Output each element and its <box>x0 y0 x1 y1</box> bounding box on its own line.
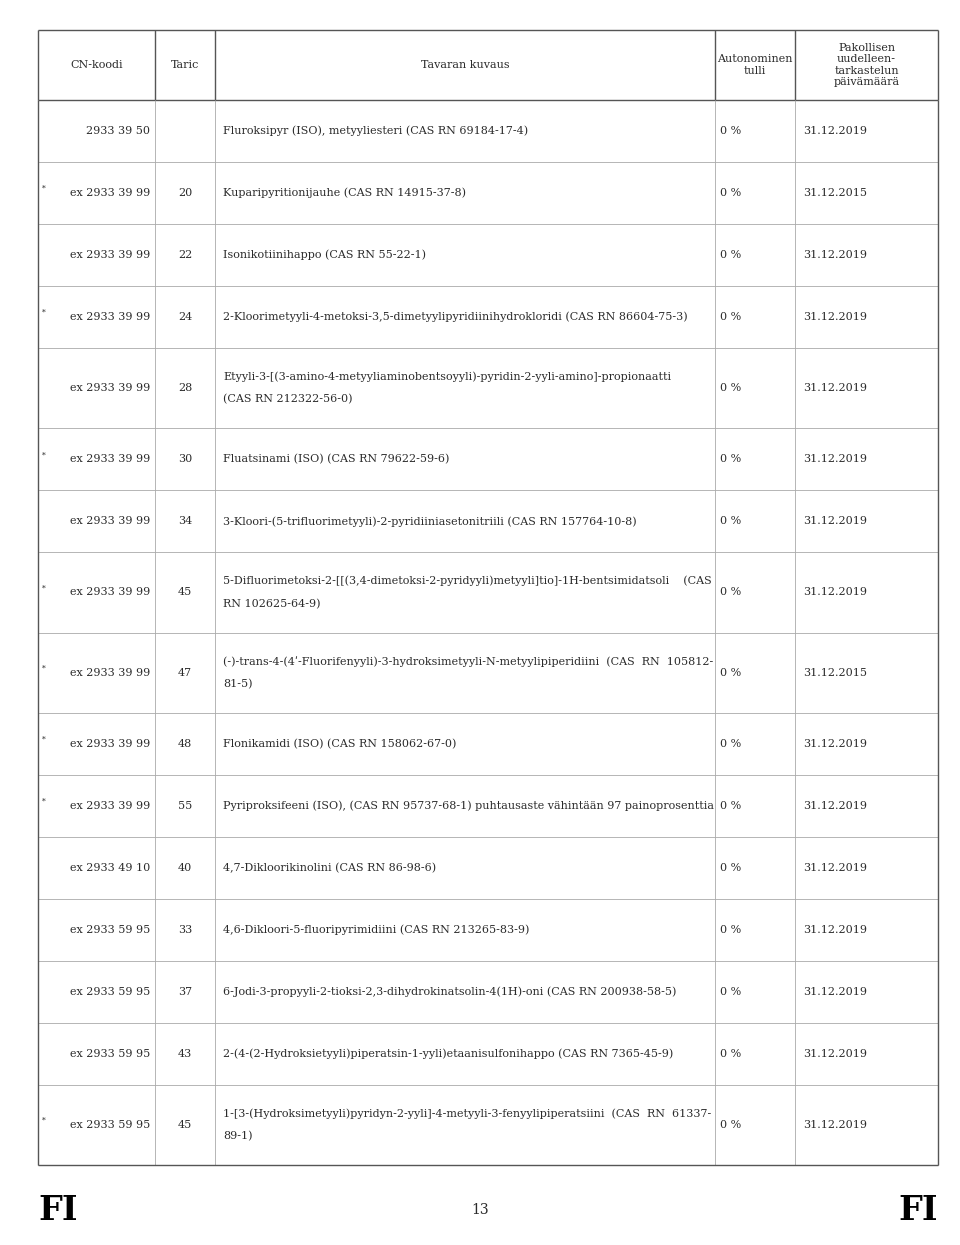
Text: 40: 40 <box>178 863 192 873</box>
Text: 48: 48 <box>178 738 192 748</box>
Text: (-)-trans-4-(4ʹ-Fluorifenyyli)-3-hydroksimetyyli-N-metyylipiperidiini  (CAS  RN : (-)-trans-4-(4ʹ-Fluorifenyyli)-3-hydroks… <box>223 656 713 667</box>
Text: Flonikamidi (ISO) (CAS RN 158062-67-0): Flonikamidi (ISO) (CAS RN 158062-67-0) <box>223 738 456 748</box>
Text: Autonominen
tulli: Autonominen tulli <box>717 55 793 76</box>
Text: 20: 20 <box>178 188 192 198</box>
Text: 0 %: 0 % <box>720 925 741 935</box>
Text: 31.12.2015: 31.12.2015 <box>803 188 867 198</box>
Text: ex 2933 59 95: ex 2933 59 95 <box>70 925 150 935</box>
Text: 43: 43 <box>178 1048 192 1058</box>
Text: 31.12.2019: 31.12.2019 <box>803 250 867 260</box>
Text: ex 2933 39 99: ex 2933 39 99 <box>70 312 150 322</box>
Text: 0 %: 0 % <box>720 801 741 810</box>
Text: ex 2933 39 99: ex 2933 39 99 <box>70 588 150 598</box>
Text: 31.12.2019: 31.12.2019 <box>803 126 867 136</box>
Text: 5-Difluorimetoksi-2-[[(3,4-dimetoksi-2-pyridyyli)metyyli]tio]-1H-bentsimidatsoli: 5-Difluorimetoksi-2-[[(3,4-dimetoksi-2-p… <box>223 576 711 586</box>
Text: *: * <box>42 736 46 743</box>
Text: *: * <box>42 665 46 672</box>
Text: 28: 28 <box>178 383 192 393</box>
Text: ex 2933 39 99: ex 2933 39 99 <box>70 250 150 260</box>
Text: 47: 47 <box>178 667 192 677</box>
Text: 31.12.2019: 31.12.2019 <box>803 454 867 464</box>
Text: 4,7-Dikloorikinolini (CAS RN 86-98-6): 4,7-Dikloorikinolini (CAS RN 86-98-6) <box>223 863 436 873</box>
Text: Pakollisen
uudelleen-
tarkastelun
päivämäärä: Pakollisen uudelleen- tarkastelun päiväm… <box>833 42 900 87</box>
Text: 3-Kloori-(5-trifluorimetyyli)-2-pyridiiniasetonitriili (CAS RN 157764-10-8): 3-Kloori-(5-trifluorimetyyli)-2-pyridiin… <box>223 515 636 527</box>
Text: ex 2933 59 95: ex 2933 59 95 <box>70 1120 150 1130</box>
Text: *: * <box>42 186 46 193</box>
Text: CN-koodi: CN-koodi <box>70 60 123 70</box>
Text: ex 2933 39 99: ex 2933 39 99 <box>70 383 150 393</box>
Text: 31.12.2019: 31.12.2019 <box>803 863 867 873</box>
Text: 2933 39 50: 2933 39 50 <box>86 126 150 136</box>
Text: (CAS RN 212322-56-0): (CAS RN 212322-56-0) <box>223 395 352 405</box>
Text: Fluroksipyr (ISO), metyyliesteri (CAS RN 69184-17-4): Fluroksipyr (ISO), metyyliesteri (CAS RN… <box>223 126 528 136</box>
Text: 89-1): 89-1) <box>223 1130 252 1142</box>
Text: 0 %: 0 % <box>720 250 741 260</box>
Text: 2-Kloorimetyyli-4-metoksi-3,5-dimetyylipyridiinihydrokloridi (CAS RN 86604-75-3): 2-Kloorimetyyli-4-metoksi-3,5-dimetyylip… <box>223 311 687 322</box>
Text: 31.12.2019: 31.12.2019 <box>803 1048 867 1058</box>
Text: 31.12.2019: 31.12.2019 <box>803 987 867 997</box>
Text: ex 2933 39 99: ex 2933 39 99 <box>70 801 150 810</box>
Text: Isonikotiinihappo (CAS RN 55-22-1): Isonikotiinihappo (CAS RN 55-22-1) <box>223 250 426 260</box>
Text: 1-[3-(Hydroksimetyyli)pyridyn-2-yyli]-4-metyyli-3-fenyylipiperatsiini  (CAS  RN : 1-[3-(Hydroksimetyyli)pyridyn-2-yyli]-4-… <box>223 1108 711 1119</box>
Text: ex 2933 39 99: ex 2933 39 99 <box>70 667 150 677</box>
Text: 31.12.2019: 31.12.2019 <box>803 925 867 935</box>
Text: 45: 45 <box>178 588 192 598</box>
Text: ex 2933 39 99: ex 2933 39 99 <box>70 738 150 748</box>
Text: 31.12.2019: 31.12.2019 <box>803 738 867 748</box>
Text: 0 %: 0 % <box>720 126 741 136</box>
Text: 0 %: 0 % <box>720 667 741 677</box>
Text: 81-5): 81-5) <box>223 679 252 688</box>
Text: *: * <box>42 584 46 593</box>
Text: 13: 13 <box>471 1203 489 1218</box>
Text: Taric: Taric <box>171 60 199 70</box>
Text: 0 %: 0 % <box>720 987 741 997</box>
Text: RN 102625-64-9): RN 102625-64-9) <box>223 599 321 609</box>
Text: FI: FI <box>38 1194 78 1226</box>
Text: 31.12.2019: 31.12.2019 <box>803 1120 867 1130</box>
Text: ex 2933 59 95: ex 2933 59 95 <box>70 987 150 997</box>
Text: 34: 34 <box>178 517 192 527</box>
Text: 31.12.2019: 31.12.2019 <box>803 517 867 527</box>
Text: 0 %: 0 % <box>720 1048 741 1058</box>
Text: 0 %: 0 % <box>720 863 741 873</box>
Text: 4,6-Dikloori-5-fluoripyrimidiini (CAS RN 213265-83-9): 4,6-Dikloori-5-fluoripyrimidiini (CAS RN… <box>223 925 529 935</box>
Text: 0 %: 0 % <box>720 383 741 393</box>
Text: Etyyli-3-[(3-amino-4-metyyliaminobentsoyyli)-pyridin-2-yyli-amino]-propionaatti: Etyyli-3-[(3-amino-4-metyyliaminobentsoy… <box>223 372 671 382</box>
Text: 6-Jodi-3-propyyli-2-tioksi-2,3-dihydrokinatsolin-4(1H)-oni (CAS RN 200938-58-5): 6-Jodi-3-propyyli-2-tioksi-2,3-dihydroki… <box>223 986 677 997</box>
Text: Tavaran kuvaus: Tavaran kuvaus <box>420 60 510 70</box>
Text: 0 %: 0 % <box>720 517 741 527</box>
Text: *: * <box>42 451 46 459</box>
Text: 0 %: 0 % <box>720 312 741 322</box>
Text: 0 %: 0 % <box>720 738 741 748</box>
Text: *: * <box>42 1117 46 1125</box>
Text: ex 2933 59 95: ex 2933 59 95 <box>70 1048 150 1058</box>
Text: 2-(4-(2-Hydroksietyyli)piperatsin-1-yyli)etaanisulfonihappo (CAS RN 7365-45-9): 2-(4-(2-Hydroksietyyli)piperatsin-1-yyli… <box>223 1048 673 1059</box>
Text: ex 2933 39 99: ex 2933 39 99 <box>70 517 150 527</box>
Text: 55: 55 <box>178 801 192 810</box>
Text: 0 %: 0 % <box>720 588 741 598</box>
Text: ex 2933 39 99: ex 2933 39 99 <box>70 188 150 198</box>
Text: *: * <box>42 798 46 806</box>
Text: Fluatsinami (ISO) (CAS RN 79622-59-6): Fluatsinami (ISO) (CAS RN 79622-59-6) <box>223 454 449 464</box>
Text: ex 2933 39 99: ex 2933 39 99 <box>70 454 150 464</box>
Text: 31.12.2015: 31.12.2015 <box>803 667 867 677</box>
Text: 37: 37 <box>178 987 192 997</box>
Text: *: * <box>42 309 46 317</box>
Text: 31.12.2019: 31.12.2019 <box>803 588 867 598</box>
Text: 0 %: 0 % <box>720 188 741 198</box>
Text: Kuparipyritionijauhe (CAS RN 14915-37-8): Kuparipyritionijauhe (CAS RN 14915-37-8) <box>223 188 466 198</box>
Text: 33: 33 <box>178 925 192 935</box>
Text: 45: 45 <box>178 1120 192 1130</box>
Text: FI: FI <box>899 1194 938 1226</box>
Text: 0 %: 0 % <box>720 454 741 464</box>
Text: Pyriproksifeeni (ISO), (CAS RN 95737-68-1) puhtausaste vähintään 97 painoprosent: Pyriproksifeeni (ISO), (CAS RN 95737-68-… <box>223 801 714 810</box>
Text: 22: 22 <box>178 250 192 260</box>
Text: 31.12.2019: 31.12.2019 <box>803 801 867 810</box>
Text: 30: 30 <box>178 454 192 464</box>
Text: 24: 24 <box>178 312 192 322</box>
Text: 31.12.2019: 31.12.2019 <box>803 312 867 322</box>
Text: ex 2933 49 10: ex 2933 49 10 <box>70 863 150 873</box>
Text: 0 %: 0 % <box>720 1120 741 1130</box>
Text: 31.12.2019: 31.12.2019 <box>803 383 867 393</box>
